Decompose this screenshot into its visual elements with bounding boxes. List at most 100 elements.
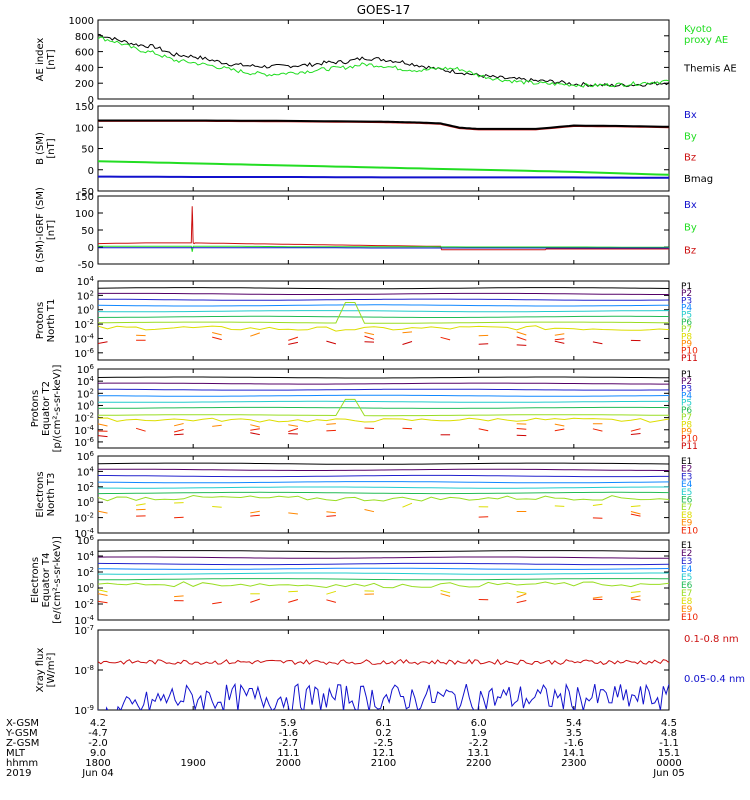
- y-axis-label: AE index: [35, 38, 46, 82]
- series-line: [98, 245, 669, 252]
- series-line: [98, 400, 669, 403]
- y-tick-label: 10-6: [74, 436, 94, 449]
- legend-entry: P9: [681, 339, 692, 349]
- series-line: [98, 175, 669, 179]
- legend-entry: P4: [681, 392, 692, 402]
- y-tick-label: 100: [77, 399, 94, 412]
- legend-entry: E7: [681, 589, 692, 599]
- y-tick-label: 100: [77, 304, 94, 317]
- panel-data: [98, 287, 669, 346]
- series-line: [98, 494, 669, 502]
- x-row-value: -1.6: [279, 728, 299, 739]
- y-tick-label: -50: [78, 187, 94, 198]
- y-axis-label: B (SM)-IGRF (SM): [35, 187, 46, 273]
- y-tick-label: 102: [77, 289, 94, 302]
- x-row-value: -2.2: [469, 738, 489, 749]
- legend-entry: P8: [681, 420, 692, 430]
- y-axis-label: Equator T4: [41, 553, 52, 608]
- x-row-value: 6.0: [471, 718, 487, 729]
- x-row-label: 2019: [6, 768, 31, 779]
- x-row-value: 0.2: [376, 728, 392, 739]
- series-fragment: [326, 599, 337, 603]
- series-fragment: [326, 511, 336, 514]
- x-row-label: hhmm: [6, 758, 38, 769]
- legend-entry: P3: [681, 384, 692, 394]
- x-row-value: 4.2: [90, 718, 106, 729]
- y-tick-label: 104: [77, 550, 95, 563]
- y-axis-label: [p/(cm²-s-sr-keV)]: [52, 365, 63, 453]
- legend-entry: E2: [681, 549, 692, 559]
- series-fragment: [173, 429, 184, 433]
- series-fragment: [326, 340, 337, 345]
- series-fragment: [250, 514, 260, 517]
- y-tick-label: 0: [88, 243, 94, 254]
- series-line: [98, 310, 669, 313]
- legend-entry: E8: [681, 597, 693, 607]
- y-axis-label: [nT]: [46, 138, 57, 158]
- legend-entry: P5: [681, 311, 692, 321]
- series-line: [98, 302, 669, 324]
- series-fragment: [250, 424, 260, 428]
- series-fragment: [554, 423, 565, 427]
- x-row-value: 2300: [561, 758, 586, 769]
- series-line: [98, 325, 669, 332]
- series-fragment: [98, 589, 108, 593]
- panel-data: [98, 376, 669, 438]
- series-fragment: [516, 428, 527, 430]
- x-row-label: Z-GSM: [6, 738, 39, 749]
- series-line: [98, 33, 669, 88]
- series-line: [98, 382, 669, 385]
- series-line: [98, 304, 669, 307]
- legend-entry: P10: [681, 347, 698, 357]
- x-row-value: 3.5: [566, 728, 582, 739]
- series-fragment: [478, 343, 489, 345]
- legend-entry: P11: [681, 354, 698, 364]
- y-tick-label: 10-2: [74, 318, 94, 331]
- series-fragment: [630, 428, 641, 432]
- series-line: [98, 486, 669, 489]
- y-axis-label: North T1: [46, 299, 57, 343]
- series-fragment: [592, 341, 603, 345]
- y-axis-label: North T3: [46, 473, 57, 517]
- legend-entry: Bz: [684, 245, 696, 256]
- series-fragment: [364, 509, 375, 513]
- y-tick-label: 10-4: [74, 332, 94, 345]
- series-line: [98, 567, 669, 570]
- x-row-value: Jun 04: [81, 768, 114, 779]
- x-row-value: 4.8: [661, 728, 677, 739]
- legend-entry: P7: [681, 413, 692, 423]
- y-axis-label: Xray flux: [35, 648, 46, 693]
- series-line: [98, 406, 669, 409]
- legend-entry: By: [684, 131, 697, 142]
- series-fragment: [364, 335, 375, 340]
- series-fragment: [516, 336, 527, 341]
- series-line: [98, 682, 669, 710]
- y-tick-label: 106: [77, 450, 95, 463]
- y-tick-label: 0: [88, 166, 94, 177]
- panel-3: -50 0 50 100 150 B (SM)-IGRF (SM) [nT] Bx By Bz: [35, 187, 697, 273]
- series-line: [98, 556, 669, 559]
- y-axis-label: Electrons: [30, 557, 41, 603]
- series-fragment: [98, 435, 108, 438]
- y-axis-label: Electrons: [35, 471, 46, 517]
- x-row-value: 14.1: [563, 748, 585, 759]
- legend-entry: Bx: [684, 200, 697, 211]
- series-fragment: [288, 428, 299, 433]
- panel-data: [98, 658, 669, 710]
- x-row-label: MLT: [6, 748, 26, 759]
- series-fragment: [554, 340, 565, 344]
- x-row-value: 12.1: [372, 748, 394, 759]
- series-line: [98, 462, 669, 465]
- series-fragment: [440, 336, 451, 341]
- series-fragment: [440, 593, 451, 597]
- series-line: [98, 581, 669, 589]
- y-tick-label: -50: [78, 260, 94, 271]
- series-fragment: [630, 595, 641, 599]
- legend-entry: P1: [681, 370, 692, 380]
- series-fragment: [554, 428, 565, 432]
- y-tick-label: 150: [75, 192, 94, 203]
- legend-entry: P5: [681, 399, 692, 409]
- legend-entry: E10: [681, 526, 698, 536]
- y-tick-label: 104: [77, 375, 95, 388]
- series-fragment: [478, 428, 489, 432]
